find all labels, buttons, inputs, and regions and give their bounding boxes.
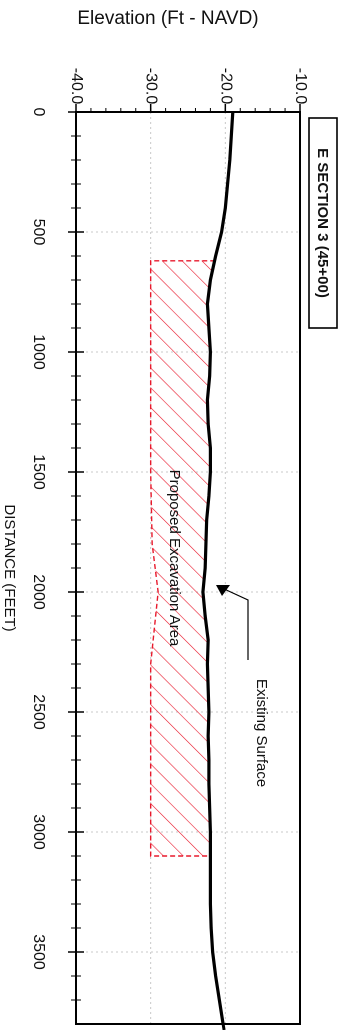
y-axis-title: Elevation (Ft - NAVD) — [77, 8, 258, 29]
x-tick-label: 3500 — [30, 934, 47, 970]
y-tick-label: -40.0 — [68, 68, 85, 105]
x-tick-label: 2500 — [30, 694, 47, 730]
x-tick-label: 3000 — [30, 814, 47, 850]
x-axis-title: DISTANCE (FEET) — [1, 504, 18, 631]
x-tick-label: 500 — [30, 219, 47, 246]
x-tick-label: 0 — [30, 108, 47, 117]
existing-surface-callout: Existing Surface — [216, 585, 270, 787]
chart-title: E SECTION 3 (45+00) — [314, 148, 331, 298]
y-tick-label: -10.0 — [292, 68, 309, 105]
y-tick-label: -20.0 — [217, 68, 234, 105]
existing-surface-line — [201, 111, 235, 1025]
y-tick-label: -30.0 — [143, 68, 160, 105]
tick-labels: -40.0 -30.0 -20.0 -10.0 0 500 1000 1500 2000 2500… — [30, 68, 309, 970]
surface-line-layer — [201, 111, 235, 1030]
axis-ticks — [68, 104, 301, 1001]
x-tick-label: 1500 — [30, 454, 47, 490]
x-tick-label: 2000 — [30, 574, 47, 610]
x-tick-label: 1000 — [30, 334, 47, 370]
excavation-label: Proposed Excavation Area — [166, 470, 183, 647]
existing-surface-label: Existing Surface — [253, 679, 270, 787]
chart-title-box: E SECTION 3 (45+00) — [308, 117, 338, 329]
